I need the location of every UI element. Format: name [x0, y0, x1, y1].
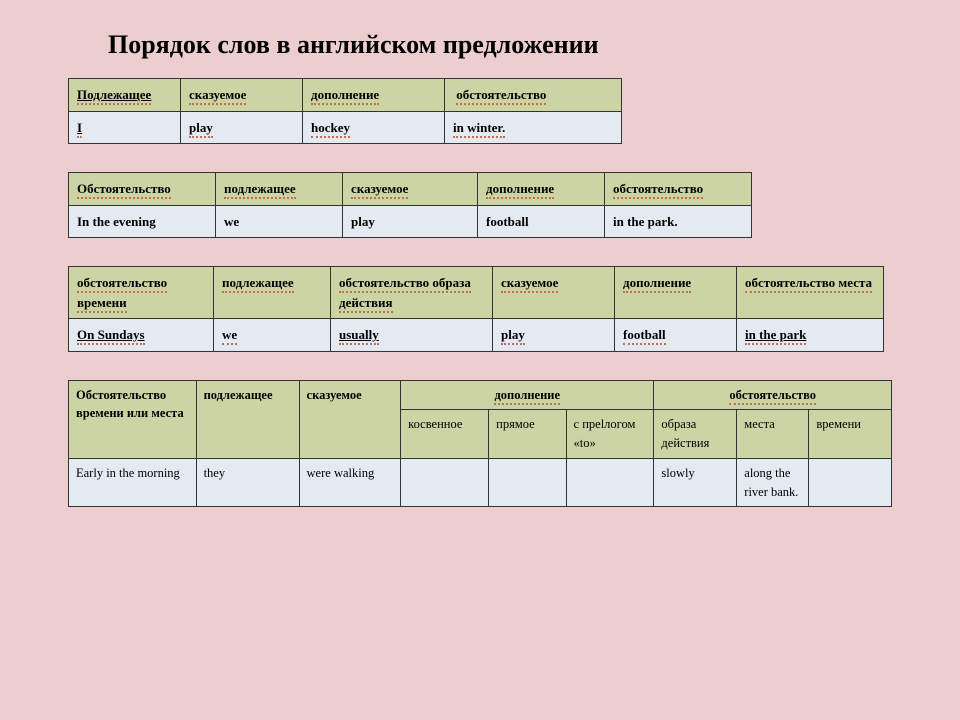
- t1-h3: дополнение: [303, 79, 445, 112]
- t2-h2: подлежащее: [216, 173, 343, 206]
- t3-r6: in the park: [737, 319, 884, 352]
- t3-h6: обстоятельство места: [737, 267, 884, 319]
- t1-h1: Подлежащее: [69, 79, 181, 112]
- t3-h1: обстоятельство времени: [69, 267, 214, 319]
- t3-h2: подлежащее: [214, 267, 331, 319]
- t4-r1: Early in the morning: [69, 458, 197, 507]
- table-1: Подлежащее сказуемое дополнение обстояте…: [68, 78, 622, 144]
- t4-h1: Обстоятельство времени или места: [69, 380, 197, 458]
- t1-h2: сказуемое: [181, 79, 303, 112]
- t2-r5: in the park.: [605, 205, 752, 238]
- t2-r4: football: [478, 205, 605, 238]
- t4-r8: along the river bank.: [737, 458, 809, 507]
- t3-r1: On Sundays: [69, 319, 214, 352]
- table-2: Обстоятельство подлежащее сказуемое допо…: [68, 172, 752, 238]
- table-3: обстоятельство времени подлежащее обстоя…: [68, 266, 884, 352]
- t1-r1: I: [69, 111, 181, 144]
- t2-r2: we: [216, 205, 343, 238]
- t3-h4: сказуемое: [493, 267, 615, 319]
- t3-r2: we: [214, 319, 331, 352]
- page-title: Порядок слов в английском предложении: [108, 30, 892, 60]
- t2-h1: Обстоятельство: [69, 173, 216, 206]
- t4-h2: подлежащее: [196, 380, 299, 458]
- t4-r3: were walking: [299, 458, 401, 507]
- t1-h4: обстоятельство: [445, 79, 622, 112]
- t4-sh5: места: [737, 410, 809, 459]
- t2-h3: сказуемое: [343, 173, 478, 206]
- t4-sh6: времени: [809, 410, 892, 459]
- t4-h3: сказуемое: [299, 380, 401, 458]
- t1-r2: play: [181, 111, 303, 144]
- t4-r5: [489, 458, 566, 507]
- t3-r3: usually: [331, 319, 493, 352]
- t4-r6: [566, 458, 654, 507]
- t4-sh2: прямое: [489, 410, 566, 459]
- t1-r4: in winter.: [445, 111, 622, 144]
- t3-h5: дополнение: [615, 267, 737, 319]
- table-4: Обстоятельство времени или места подлежа…: [68, 380, 892, 508]
- t4-r9: [809, 458, 892, 507]
- t2-h5: обстоятельство: [605, 173, 752, 206]
- t4-r7: slowly: [654, 458, 737, 507]
- t3-r5: football: [615, 319, 737, 352]
- t2-h4: дополнение: [478, 173, 605, 206]
- t4-sh4: образа действия: [654, 410, 737, 459]
- t3-r4: play: [493, 319, 615, 352]
- t4-hg2: обстоятельство: [654, 380, 892, 410]
- t4-r2: they: [196, 458, 299, 507]
- t4-sh3: с преlлогом «to»: [566, 410, 654, 459]
- t1-r3: hockey: [303, 111, 445, 144]
- t4-r4: [401, 458, 489, 507]
- t3-h3: обстоятельство образа действия: [331, 267, 493, 319]
- t2-r1: In the evening: [69, 205, 216, 238]
- t4-sh1: косвенное: [401, 410, 489, 459]
- t4-hg1: дополнение: [401, 380, 654, 410]
- t2-r3: play: [343, 205, 478, 238]
